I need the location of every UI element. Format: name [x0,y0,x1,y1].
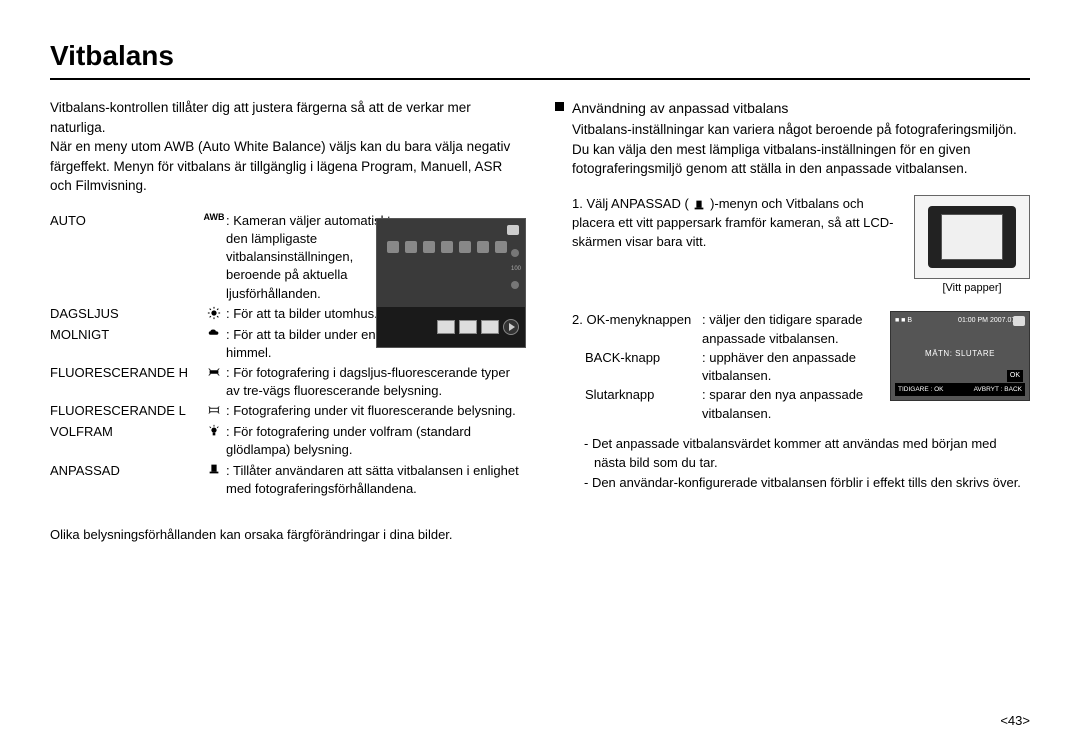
lcd2-camera-icon [1013,316,1025,326]
wb-row-tungsten: VOLFRAM : För fotografering under volfra… [50,423,525,459]
lcd-scroll-indicator: 100 [511,249,521,289]
camera-illustration: [Vitt papper] [914,195,1030,297]
custom-inline-icon [692,196,706,211]
step-1-text: 1. Välj ANPASSAD ( )-menyn och Vitbalans… [572,195,900,252]
wb-desc: : Kameran väljer automatiskt den lämplig… [226,212,396,303]
wb-label: MOLNIGT [50,326,202,345]
lcd-scroll-text: 100 [511,266,521,272]
lcd-mini-icon [423,241,435,253]
subsection-body: Vitbalans-inställningar kan variera någo… [555,120,1030,179]
sun-icon [202,305,226,321]
lcd-mini-icon [441,241,453,253]
step-1: 1. Välj ANPASSAD ( )-menyn och Vitbalans… [555,195,1030,297]
lcd2-bottom-bar: TIDIGARE : OK AVBRYT : BACK [895,383,1025,396]
lcd-button-icon [459,320,477,334]
subheading-text: Användning av anpassad vitbalans [572,98,788,118]
button-row-ok: 2. OK-menyknappen : väljer den tidigare … [572,311,876,349]
awb-icon: AWB [202,212,226,224]
note-1: - Det anpassade vitbalansvärdet kommer a… [572,434,1030,473]
lcd-mini-icon [477,241,489,253]
right-column: Användning av anpassad vitbalans Vitbala… [555,98,1030,545]
lcd-mini-icon [495,241,507,253]
wb-label: DAGSLJUS [50,305,202,324]
lcd-top-screen: 100 [377,219,525,307]
button-table: 2. OK-menyknappen : väljer den tidigare … [572,311,876,424]
button-row-back: BACK-knapp : upphäver den anpassade vitb… [572,349,876,387]
intro-line1: Vitbalans-kontrollen tillåter dig att ju… [50,98,525,137]
camera-white-screen [941,214,1003,260]
lcd2-top-bar: ■ ■ B 01:00 PM 2007.07.01 [895,316,1025,326]
square-bullet-icon [555,102,564,111]
wb-desc: : För att ta bilder utomhus. [226,305,396,323]
wb-row-fluor-h: FLUORESCERANDE H : För fotografering i d… [50,364,525,400]
page-number: <43> [1000,713,1030,728]
btn-desc: : sparar den nya anpassade vitbalansen. [702,386,876,424]
subsection-heading: Användning av anpassad vitbalans [555,98,1030,118]
lcd2-bottom-left: TIDIGARE : OK [898,385,944,394]
camera-body [928,206,1016,268]
lcd-play-icon [503,319,519,335]
lcd-screen-2: ■ ■ B 01:00 PM 2007.07.01 MÄTN: SLUTARE … [890,311,1030,401]
footnote-text: Olika belysningsförhållanden kan orsaka … [50,526,525,545]
content-columns: Vitbalans-kontrollen tillåter dig att ju… [50,98,1030,545]
scroll-dot-icon [511,249,519,257]
lcd2-bottom-right: AVBRYT : BACK [974,385,1022,394]
wb-desc: : Tillåter användaren att sätta vitbalan… [226,462,525,498]
camera-lcd-illustration: 100 [376,218,526,348]
cloud-icon [202,326,226,342]
lcd-bottom-bar [377,307,525,347]
button-row-shutter: Slutarknapp : sparar den nya anpassade v… [572,386,876,424]
custom-icon [202,462,226,478]
lcd-icon-row [383,241,519,253]
wb-row-custom: ANPASSAD : Tillåter användaren att sätta… [50,462,525,498]
note-2: - Den användar-konfigurerade vitbalansen… [572,473,1030,493]
btn-label: BACK-knapp [572,349,702,387]
wb-desc: : För fotografering under volfram (stand… [226,423,525,459]
intro-paragraph: Vitbalans-kontrollen tillåter dig att ju… [50,98,525,196]
bulb-icon [202,423,226,439]
step-2: 2. OK-menyknappen : väljer den tidigare … [555,311,1030,424]
wb-label: FLUORESCERANDE L [50,402,202,421]
lcd-camera-icon [507,225,519,235]
lcd-mini-icon [405,241,417,253]
lcd-mini-icon [387,241,399,253]
wb-label: ANPASSAD [50,462,202,481]
wb-desc: : För fotografering i dagsljus-fluoresce… [226,364,525,400]
step1-prefix: 1. Välj ANPASSAD ( [572,196,689,211]
fluorescent-h-icon [202,364,226,380]
lcd-mini-icon [459,241,471,253]
scroll-dot-icon [511,281,519,289]
lcd-button-icon [481,320,499,334]
btn-label: 2. OK-menyknappen [572,311,702,349]
lcd2-ok-badge: OK [1007,370,1023,382]
notes-block: - Det anpassade vitbalansvärdet kommer a… [555,434,1030,493]
camera-outline [914,195,1030,279]
lcd-button-icon [437,320,455,334]
page-title: Vitbalans [50,40,1030,80]
lcd2-top-left: ■ ■ B [895,316,912,326]
intro-line2: När en meny utom AWB (Auto White Balance… [50,137,525,196]
illustration-caption: [Vitt papper] [914,281,1030,297]
btn-label: Slutarknapp [572,386,702,424]
btn-desc: : upphäver den anpassade vitbalansen. [702,349,876,387]
wb-desc: : Fotografering under vit fluorescerande… [226,402,525,420]
wb-row-fluor-l: FLUORESCERANDE L : Fotografering under v… [50,402,525,421]
fluorescent-l-icon [202,402,226,418]
wb-label: FLUORESCERANDE H [50,364,202,383]
btn-desc: : väljer den tidigare sparade anpassade … [702,311,876,349]
wb-label: VOLFRAM [50,423,202,442]
wb-label: AUTO [50,212,202,231]
lcd2-center-text: MÄTN: SLUTARE [895,348,1025,360]
